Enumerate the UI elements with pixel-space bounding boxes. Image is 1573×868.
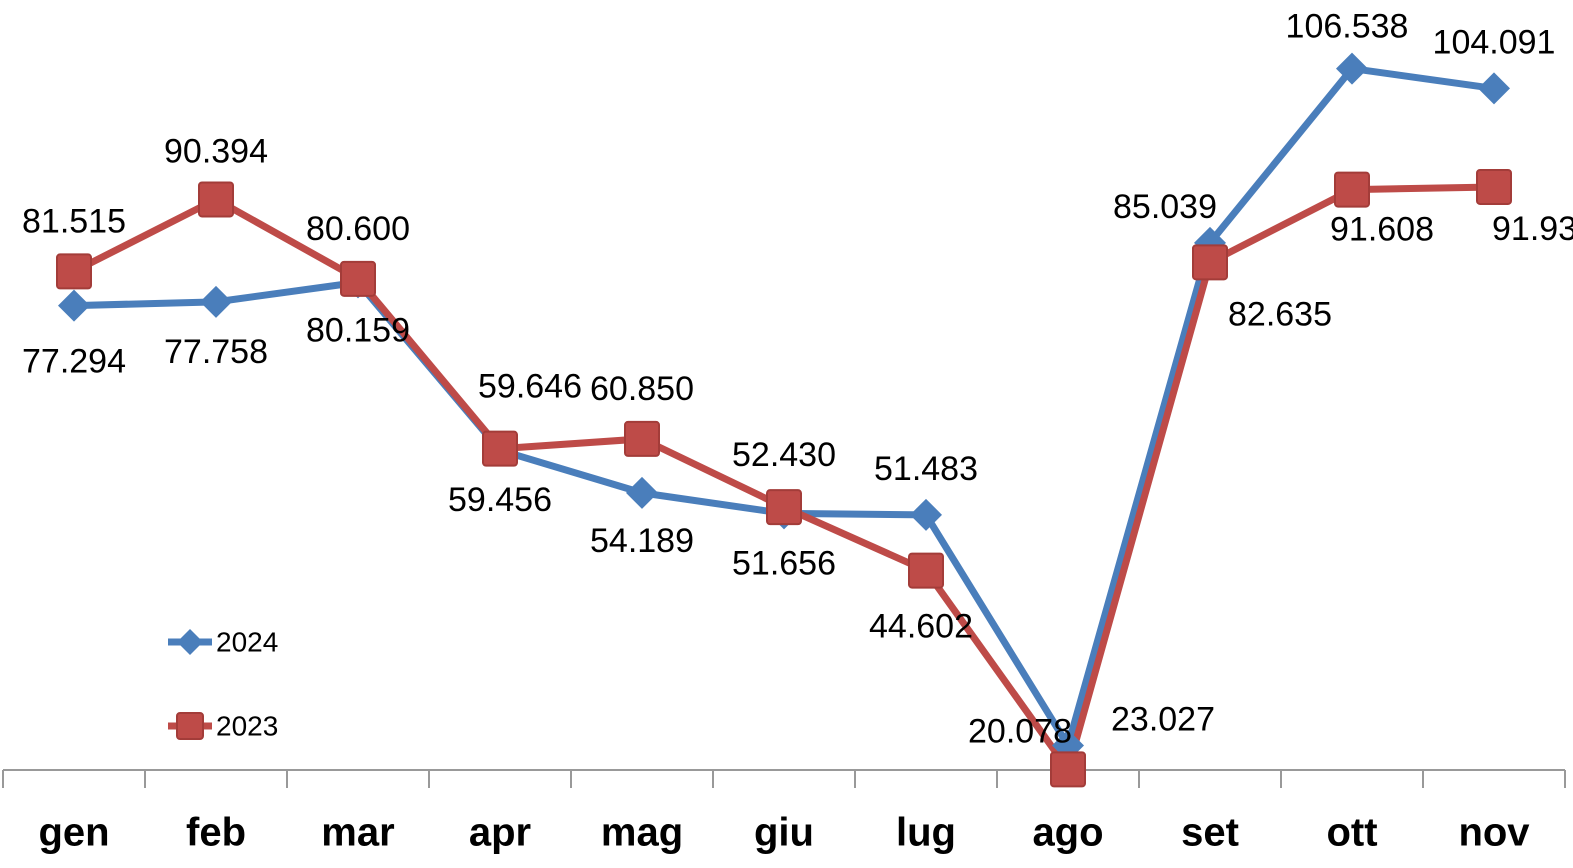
x-tick-label: ott (1326, 811, 1377, 855)
point (1192, 244, 1228, 281)
x-tick-label: nov (1458, 811, 1530, 855)
series-line (72, 183, 1495, 773)
legend-marker (176, 712, 204, 740)
legend-label: 2023 (216, 710, 278, 741)
data-label: 81.515 (22, 202, 126, 240)
data-label: 91.935 (1492, 210, 1573, 248)
x-tick-label: apr (469, 811, 531, 855)
data-label: 80.159 (306, 311, 410, 349)
point (1336, 52, 1368, 85)
x-tick-label: lug (896, 811, 956, 855)
series-line (73, 65, 1495, 749)
data-label: 51.656 (732, 544, 836, 582)
x-tick-label: mar (321, 811, 394, 855)
legend-label: 2024 (216, 626, 278, 657)
data-label: 90.394 (164, 132, 268, 170)
point (626, 476, 658, 509)
x-tick-label: feb (186, 811, 246, 855)
data-label: 80.600 (306, 210, 410, 248)
point (482, 430, 518, 467)
data-label: 77.294 (22, 343, 126, 381)
point (910, 498, 942, 531)
data-label: 82.635 (1228, 295, 1332, 333)
data-label: 59.456 (448, 481, 552, 519)
data-label: 91.608 (1330, 211, 1434, 249)
point (200, 285, 232, 318)
data-label: 77.758 (164, 333, 268, 371)
x-tick-label: giu (754, 811, 814, 855)
point (340, 260, 376, 297)
point (1478, 72, 1510, 105)
point (624, 420, 660, 457)
data-label: 106.538 (1286, 8, 1409, 46)
point (198, 181, 234, 218)
point (56, 253, 92, 290)
data-label: 85.039 (1113, 188, 1217, 226)
x-tick-label: set (1181, 811, 1239, 855)
point (1050, 751, 1086, 788)
data-label: 20.078 (968, 712, 1072, 750)
point (58, 289, 90, 322)
point (1334, 171, 1370, 208)
x-tick-label: gen (38, 811, 109, 855)
data-label: 104.091 (1433, 23, 1556, 61)
data-label: 44.602 (869, 608, 973, 646)
point (908, 552, 944, 589)
point (766, 489, 802, 526)
data-label: 59.646 (478, 368, 582, 406)
data-label: 51.483 (874, 450, 978, 488)
point (1476, 168, 1512, 205)
data-label: 52.430 (732, 436, 836, 474)
x-tick-label: mag (601, 811, 683, 855)
legend-marker (177, 629, 203, 655)
x-tick-label: ago (1032, 811, 1103, 855)
data-label: 54.189 (590, 522, 694, 560)
data-label: 23.027 (1111, 700, 1215, 738)
data-label: 60.850 (590, 370, 694, 408)
